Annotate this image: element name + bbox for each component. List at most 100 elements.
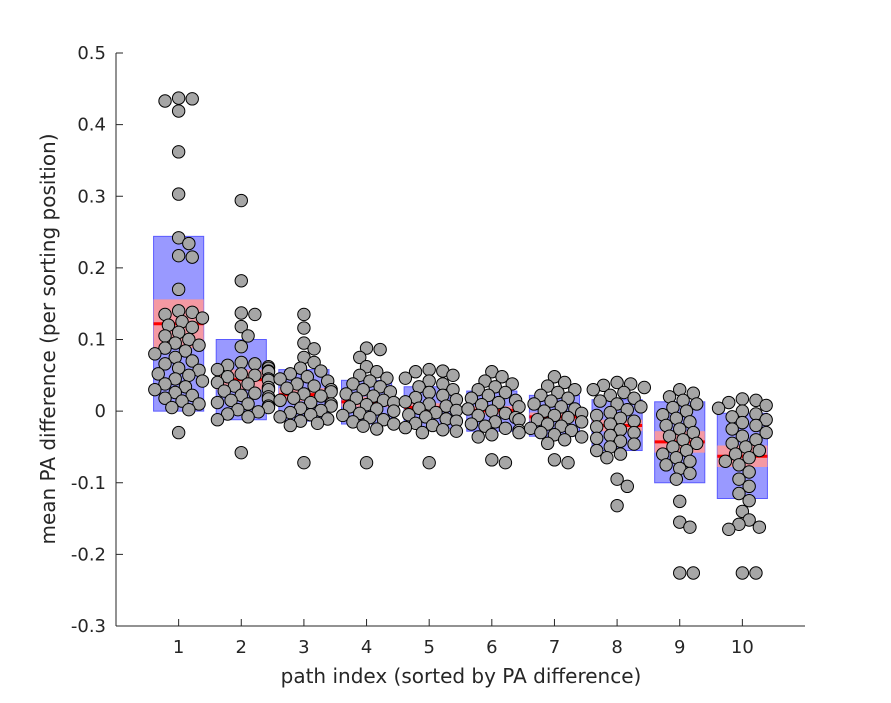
data-point: [742, 450, 756, 465]
data-point: [627, 414, 641, 428]
data-point: [234, 274, 248, 288]
data-point: [307, 342, 321, 356]
data-point: [310, 416, 325, 431]
data-point: [314, 364, 328, 378]
data-point: [182, 368, 196, 383]
data-point: [732, 486, 746, 501]
data-point: [234, 355, 248, 370]
data-point: [742, 465, 756, 479]
data-point: [234, 339, 248, 354]
x-tick-label: 10: [731, 637, 754, 658]
data-point: [735, 392, 750, 406]
y-tick-label: 0.5: [77, 43, 106, 64]
data-point: [158, 94, 172, 108]
data-point: [234, 445, 248, 460]
y-tick-label: -0.3: [71, 616, 106, 637]
data-point: [224, 393, 238, 408]
data-point: [485, 428, 499, 442]
data-point: [742, 479, 756, 494]
data-point: [182, 236, 196, 251]
data-point: [534, 425, 548, 440]
data-point: [749, 566, 763, 580]
data-point: [600, 450, 614, 465]
data-point: [449, 424, 464, 438]
data-point: [718, 454, 733, 468]
data-point: [165, 400, 179, 415]
data-point: [248, 357, 262, 371]
data-point: [742, 493, 756, 508]
data-point: [192, 338, 206, 352]
data-point: [436, 423, 450, 437]
data-point: [185, 92, 199, 106]
data-point: [171, 248, 186, 263]
data-point: [498, 385, 513, 400]
data-point: [690, 436, 704, 451]
data-point: [481, 388, 496, 403]
data-point: [574, 415, 589, 429]
y-tick-label: 0.3: [77, 186, 106, 207]
data-point: [370, 365, 384, 379]
data-point: [620, 479, 634, 494]
data-point: [287, 391, 301, 405]
data-point: [540, 379, 555, 393]
data-point: [422, 455, 436, 470]
data-point: [627, 437, 641, 451]
data-point: [637, 380, 651, 395]
data-point: [610, 498, 624, 513]
data-point: [273, 393, 287, 408]
data-point: [234, 306, 248, 320]
data-point: [627, 425, 641, 440]
y-tick-label: 0: [95, 401, 106, 422]
data-point: [610, 472, 624, 486]
data-point: [283, 418, 298, 433]
y-tick-label: 0.1: [77, 330, 106, 351]
data-point: [589, 420, 604, 434]
data-point: [171, 145, 186, 159]
data-points: [148, 91, 773, 580]
data-point: [297, 336, 311, 350]
data-point: [586, 382, 600, 397]
data-point: [725, 422, 739, 436]
data-point: [307, 379, 321, 393]
x-tick-label: 6: [486, 637, 497, 658]
data-point: [495, 370, 509, 384]
data-point: [217, 384, 231, 398]
x-tick-label: 9: [674, 637, 685, 658]
data-point: [398, 395, 413, 409]
data-point: [659, 458, 673, 472]
data-point: [589, 431, 604, 446]
data-point: [617, 385, 631, 400]
data-point: [547, 370, 562, 384]
data-point: [158, 357, 172, 371]
data-point: [192, 397, 206, 411]
data-point: [749, 418, 763, 433]
data-point: [148, 347, 162, 361]
data-point: [241, 329, 255, 343]
data-point: [759, 398, 773, 413]
data-point: [387, 404, 401, 418]
data-point: [241, 377, 255, 391]
data-point: [557, 375, 572, 390]
data-point: [220, 370, 235, 384]
data-point: [336, 408, 350, 423]
data-point: [422, 385, 436, 400]
data-point: [185, 250, 199, 264]
data-point: [148, 382, 162, 397]
data-point: [589, 443, 604, 458]
data-point: [356, 419, 370, 433]
data-point: [373, 342, 387, 357]
data-point: [234, 367, 248, 381]
data-point: [185, 354, 199, 368]
data-point: [561, 455, 575, 470]
data-point: [735, 566, 750, 580]
data-point: [182, 402, 196, 417]
x-tick-label: 5: [423, 637, 434, 658]
y-tick-label: 0.2: [77, 258, 106, 279]
data-point: [722, 395, 736, 410]
data-point: [241, 410, 255, 424]
data-point: [498, 455, 513, 470]
data-point: [593, 394, 607, 408]
data-point: [711, 401, 726, 415]
data-point: [464, 417, 479, 431]
